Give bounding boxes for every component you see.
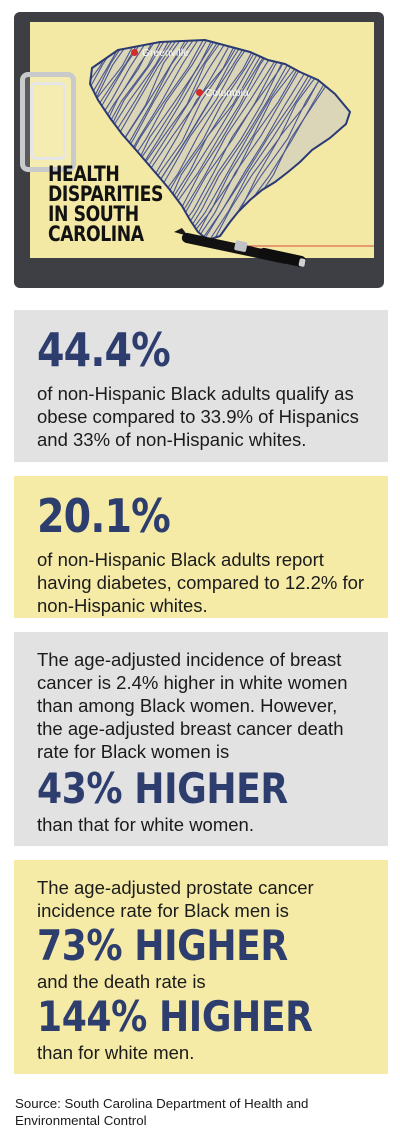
clipboard-clip (20, 72, 76, 172)
stat-intro: The age-adjusted prostate cancer inciden… (37, 877, 314, 921)
stat-outro: than for white men. (37, 1042, 195, 1063)
clipboard-clip-inner (30, 82, 66, 160)
header-illustration: Greenville Columbia HEALTH DISPARITIES I… (0, 0, 400, 298)
stat-panel-prostate-cancer: The age-adjusted prostate cancer inciden… (14, 860, 388, 1074)
stat-intro: The age-adjusted incidence of breast can… (37, 649, 348, 762)
stat-panel-obesity: 44.4% of non-Hispanic Black adults quali… (14, 310, 388, 462)
stat-panel-diabetes: 20.1% of non-Hispanic Black adults repor… (14, 476, 388, 618)
stat-description: of non-Hispanic Black adults report havi… (37, 549, 365, 616)
city-label-greenville: Greenville (142, 48, 190, 59)
stat-headline: 44.4% (37, 323, 171, 377)
city-label-columbia: Columbia (205, 88, 249, 99)
greenville-dot-icon (131, 49, 138, 56)
page-title: HEALTH DISPARITIES IN SOUTH CAROLINA (48, 162, 163, 246)
stat-middle: and the death rate is (37, 971, 206, 992)
stat-headline: 43% HIGHER (37, 764, 288, 813)
stat-headline: 20.1% (37, 489, 171, 543)
columbia-dot-icon (196, 89, 203, 96)
pen-icon (174, 228, 307, 267)
stat-headline-2: 144% HIGHER (37, 992, 313, 1041)
stat-panel-breast-cancer: The age-adjusted incidence of breast can… (14, 632, 388, 846)
stat-outro: than that for white women. (37, 814, 254, 835)
stat-headline: 73% HIGHER (37, 921, 288, 970)
stat-description: of non-Hispanic Black adults qualify as … (37, 383, 359, 450)
source-note: Source: South Carolina Department of Hea… (15, 1096, 309, 1128)
south-carolina-map-icon (88, 38, 374, 267)
